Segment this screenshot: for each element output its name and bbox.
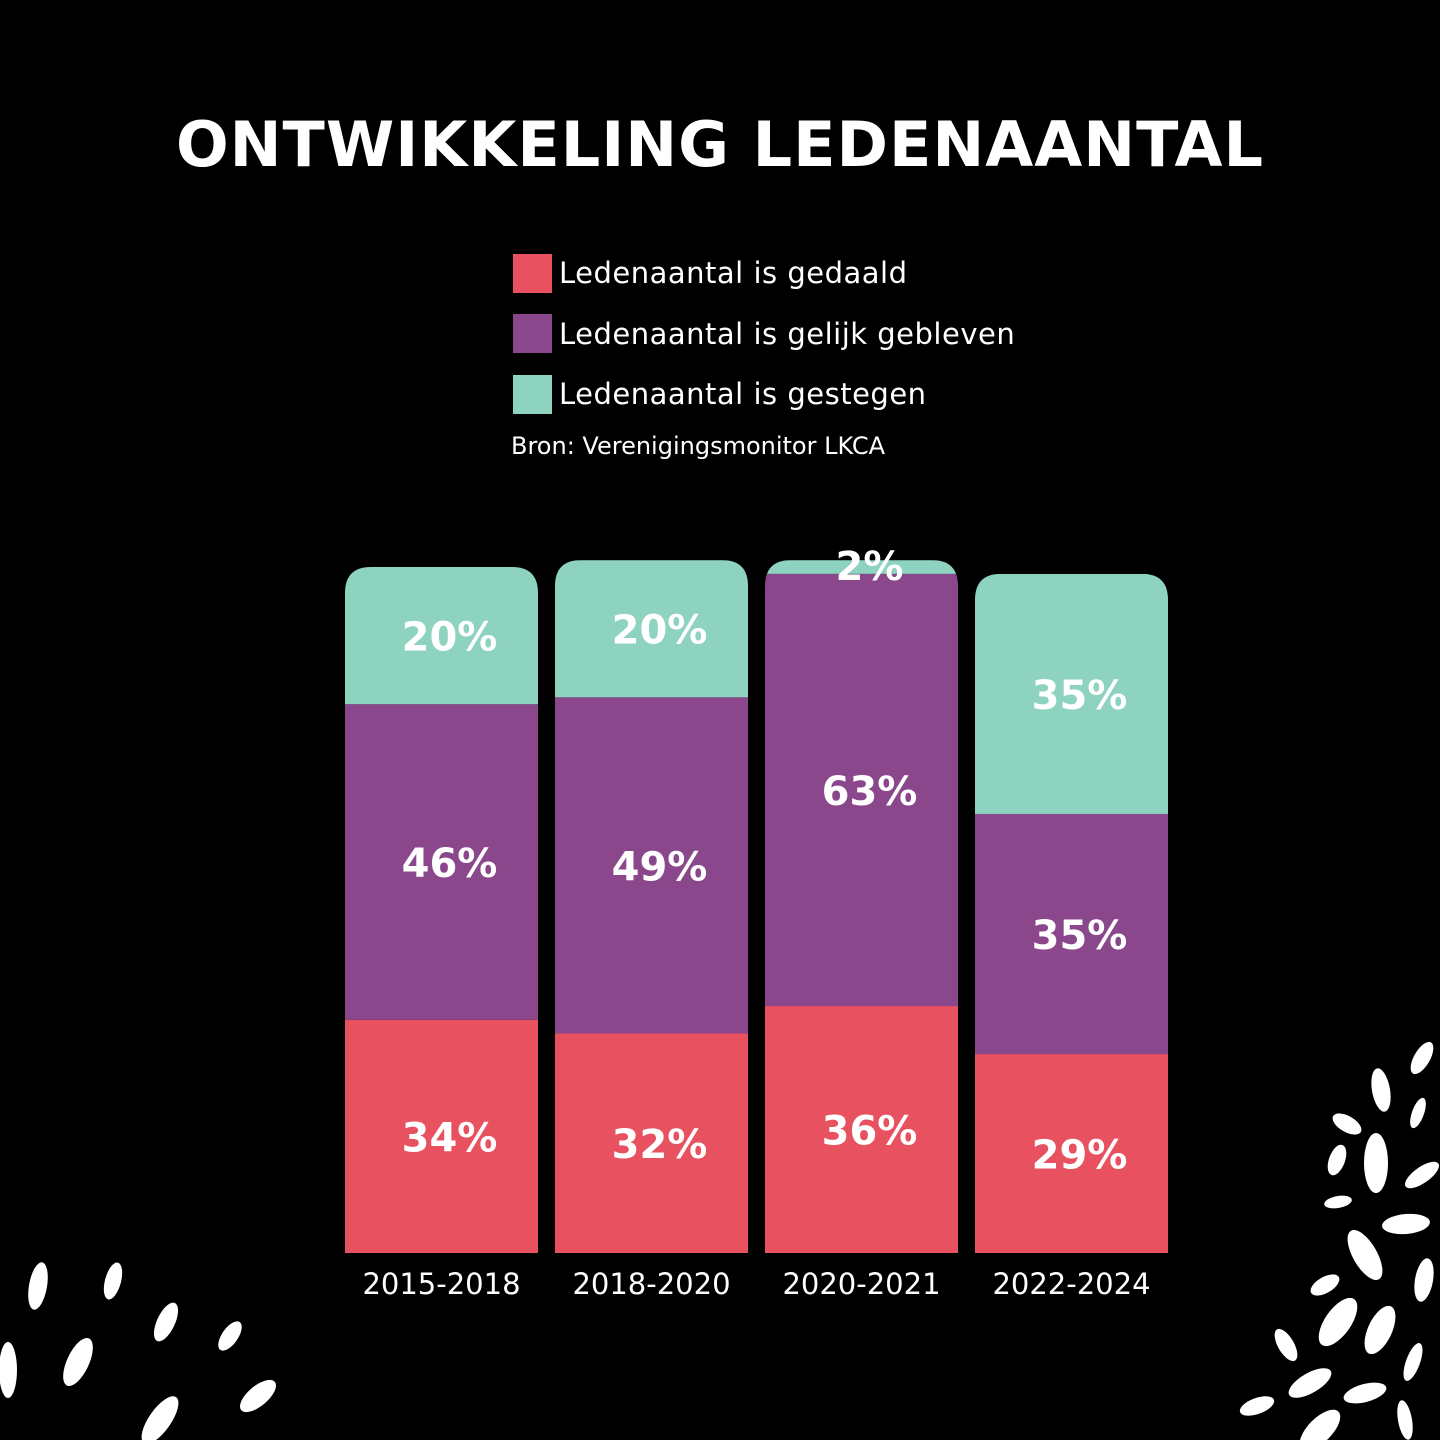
data-label: 2%	[836, 544, 904, 590]
bar-segment-2015-2018-series-1	[345, 704, 538, 1020]
legend-label: Ledenaantal is gestegen	[559, 377, 927, 411]
x-tick-label: 2022-2024	[992, 1267, 1150, 1301]
data-label: 20%	[402, 615, 498, 661]
bar-segment-2022-2024-series-2	[975, 573, 1168, 814]
bar-segment-2020-2021-series-1	[765, 573, 958, 1007]
legend: Ledenaantal is gedaald Ledenaantal is ge…	[513, 253, 1015, 435]
bar-segment-2020-2021-series-0	[765, 1006, 958, 1253]
legend-swatch-teal	[513, 374, 552, 414]
data-label: 35%	[1032, 673, 1128, 719]
x-tick-label: 2018-2020	[572, 1267, 730, 1301]
legend-item-gedaald: Ledenaantal is gedaald	[513, 253, 1015, 293]
data-label: 63%	[822, 769, 918, 815]
source-note: Bron: Verenigingsmonitor LKCA	[511, 432, 886, 460]
chart-title: ONTWIKKELING LEDENAANTAL	[175, 108, 1265, 181]
x-tick-label: 2015-2018	[362, 1267, 520, 1301]
legend-label: Ledenaantal is gelijk gebleven	[559, 316, 1016, 351]
bar-segment-2022-2024-series-1	[975, 813, 1168, 1055]
legend-label: Ledenaantal is gedaald	[559, 256, 908, 290]
legend-item-gelijk: Ledenaantal is gelijk gebleven	[513, 314, 1015, 354]
bar-segment-2015-2018-series-2	[345, 567, 538, 705]
x-tick-label: 2020-2021	[782, 1267, 940, 1301]
legend-swatch-purple	[513, 314, 552, 353]
bar-segment-2020-2021-series-2	[765, 560, 958, 574]
data-label: 36%	[822, 1109, 918, 1155]
data-label: 29%	[1032, 1133, 1128, 1179]
bar-segment-2018-2020-series-2	[555, 560, 748, 698]
data-label: 20%	[612, 608, 708, 654]
legend-swatch-red	[513, 253, 552, 293]
bar-segment-2018-2020-series-0	[555, 1033, 748, 1253]
bar-segment-2015-2018-series-0	[345, 1019, 538, 1253]
bar-segment-2018-2020-series-1	[555, 697, 748, 1034]
data-label: 35%	[1032, 913, 1128, 959]
data-label: 32%	[612, 1122, 708, 1168]
data-label: 49%	[612, 844, 708, 890]
data-label: 34%	[402, 1115, 498, 1161]
legend-item-gestegen: Ledenaantal is gestegen	[513, 374, 1015, 414]
data-label: 46%	[402, 841, 498, 887]
bar-segment-2022-2024-series-0	[975, 1054, 1168, 1253]
